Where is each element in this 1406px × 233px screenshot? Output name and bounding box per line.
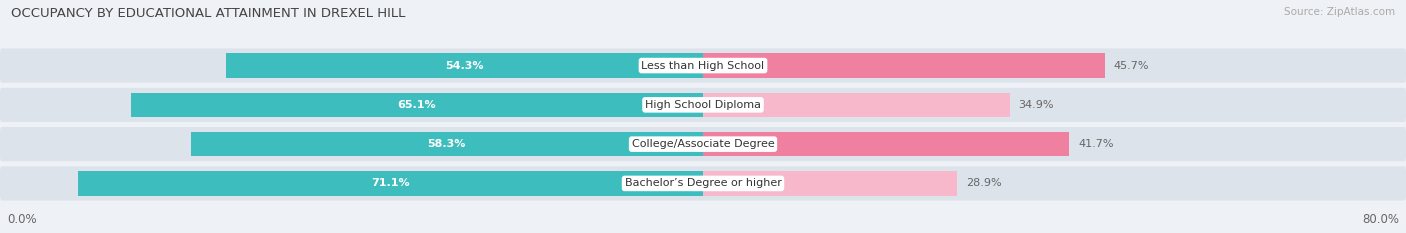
Bar: [703, 93, 1010, 117]
Text: 58.3%: 58.3%: [427, 139, 465, 149]
Bar: [703, 171, 957, 196]
Bar: [703, 132, 1070, 156]
Text: OCCUPANCY BY EDUCATIONAL ATTAINMENT IN DREXEL HILL: OCCUPANCY BY EDUCATIONAL ATTAINMENT IN D…: [11, 7, 405, 20]
Text: 65.1%: 65.1%: [398, 100, 436, 110]
Bar: [226, 53, 703, 78]
Text: 45.7%: 45.7%: [1114, 61, 1149, 71]
Bar: [131, 93, 703, 117]
Bar: [191, 132, 703, 156]
FancyBboxPatch shape: [0, 166, 1406, 201]
Text: High School Diploma: High School Diploma: [645, 100, 761, 110]
Text: Source: ZipAtlas.com: Source: ZipAtlas.com: [1284, 7, 1395, 17]
Bar: [79, 171, 703, 196]
Bar: [703, 53, 1105, 78]
Text: 80.0%: 80.0%: [1362, 212, 1399, 226]
Text: 41.7%: 41.7%: [1078, 139, 1114, 149]
Text: College/Associate Degree: College/Associate Degree: [631, 139, 775, 149]
Text: 34.9%: 34.9%: [1018, 100, 1054, 110]
Text: Bachelor’s Degree or higher: Bachelor’s Degree or higher: [624, 178, 782, 188]
Text: 54.3%: 54.3%: [446, 61, 484, 71]
FancyBboxPatch shape: [0, 48, 1406, 83]
FancyBboxPatch shape: [0, 127, 1406, 161]
Text: 28.9%: 28.9%: [966, 178, 1001, 188]
Text: Less than High School: Less than High School: [641, 61, 765, 71]
Text: 71.1%: 71.1%: [371, 178, 411, 188]
Text: 0.0%: 0.0%: [7, 212, 37, 226]
FancyBboxPatch shape: [0, 88, 1406, 122]
